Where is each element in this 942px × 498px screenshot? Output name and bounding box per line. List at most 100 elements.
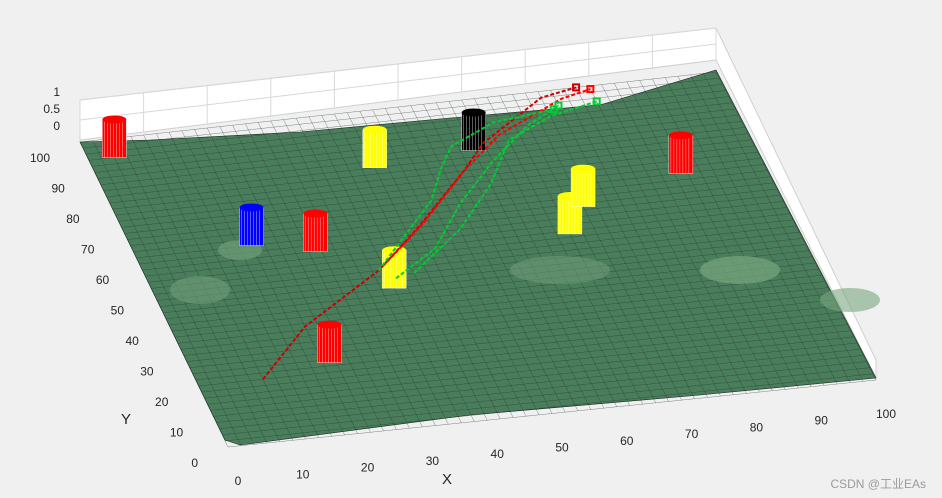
z-tick-label: 0	[53, 119, 60, 133]
obstacle-cylinder	[668, 131, 694, 174]
mesh-line	[109, 133, 749, 204]
cylinder-body	[239, 207, 264, 246]
mesh-line	[410, 105, 566, 413]
x-axis-label: X	[442, 471, 452, 488]
z-tick-label: 0.5	[43, 102, 60, 116]
obstacles	[102, 108, 694, 363]
path-end-marker	[592, 97, 601, 106]
x-tick-label: 50	[555, 441, 569, 455]
cylinder-body	[362, 129, 387, 168]
cylinder-top	[362, 125, 387, 134]
y-tick-label: 30	[140, 365, 154, 379]
mesh-line	[499, 95, 656, 403]
mesh-line	[94, 102, 733, 173]
y-tick-label: 10	[170, 426, 184, 440]
mesh-line	[127, 170, 768, 240]
obstacle-cylinder	[557, 191, 583, 235]
mesh-line	[115, 145, 755, 216]
y-tick-label: 0	[191, 456, 198, 470]
y-tick-label: 80	[66, 212, 80, 226]
obstacle-cylinder	[461, 108, 486, 151]
wall-grid	[79, 27, 717, 140]
obstacle-cylinder	[382, 246, 407, 289]
x-tick-label: 40	[491, 447, 505, 461]
y-tick-label: 40	[125, 334, 139, 348]
mesh-line	[130, 176, 771, 246]
cylinder-body	[317, 324, 342, 363]
mesh-line	[121, 158, 761, 228]
x-tick-label: 100	[876, 407, 896, 421]
obstacle-cylinder	[239, 203, 264, 246]
mesh-line	[106, 127, 745, 198]
y-axis-ticks: 0 10 20 30 40 50 60 70 80 90 100	[30, 151, 198, 470]
path-line	[395, 104, 560, 280]
path-line	[262, 86, 577, 380]
mesh-line	[690, 74, 851, 383]
mesh-line	[703, 73, 864, 382]
mesh-line	[151, 219, 793, 289]
y-tick-label: 60	[96, 273, 110, 287]
y-axis-label: Y	[121, 411, 131, 428]
obstacle-cylinder	[317, 320, 342, 363]
y-tick-label: 70	[81, 243, 95, 257]
cylinder-body	[303, 213, 328, 252]
mesh-line	[550, 90, 708, 398]
x-tick-label: 20	[361, 461, 375, 475]
mesh-line	[461, 99, 617, 407]
cylinder-top	[239, 203, 264, 212]
mesh-line	[79, 71, 717, 143]
mesh-line	[588, 85, 747, 394]
obstacle-cylinder	[570, 164, 596, 207]
mesh-line	[639, 80, 799, 389]
z-axis-ticks: 00.51	[43, 85, 60, 133]
path-line	[413, 100, 598, 274]
y-tick-label: 90	[51, 182, 65, 196]
cylinder-top	[571, 164, 596, 173]
obstacle-cylinder	[303, 209, 328, 252]
mesh-line	[148, 213, 790, 283]
mesh-line	[474, 98, 630, 406]
mesh-line	[677, 76, 838, 385]
cylinder-top	[461, 108, 486, 117]
mesh-line	[103, 121, 742, 191]
x-tick-label: 60	[620, 434, 634, 448]
mesh-line	[118, 151, 758, 222]
z-tick-label: 1	[53, 85, 60, 99]
mesh-line	[153, 225, 797, 295]
mesh-line	[715, 71, 877, 381]
path-end-marker	[554, 101, 563, 110]
path-end-marker	[586, 85, 595, 94]
paths	[262, 83, 601, 380]
mesh-line	[91, 96, 729, 167]
hill-highlight	[700, 256, 780, 284]
cylinder-body	[382, 250, 407, 289]
x-axis-ticks: 0 10 20 30 40 50 60 70 80 90 100	[235, 407, 897, 488]
mesh-line	[423, 104, 579, 411]
y-tick-label: 100	[30, 151, 50, 165]
cylinder-top	[102, 115, 127, 124]
mesh-line	[436, 102, 592, 410]
mesh-line	[537, 91, 695, 399]
mesh-line	[512, 94, 669, 402]
mesh-line	[124, 164, 765, 234]
mesh-line	[626, 81, 786, 390]
hill-highlight	[170, 276, 230, 304]
wall-gridline	[79, 27, 717, 101]
cylinder-top	[317, 320, 342, 329]
mesh-line	[145, 207, 787, 277]
obstacle-cylinder	[362, 125, 387, 168]
mesh-line	[601, 84, 760, 393]
mesh-line	[97, 108, 736, 179]
cylinder-body	[102, 119, 127, 158]
mesh-line	[85, 84, 723, 155]
cylinder-body	[570, 168, 596, 207]
hill-highlight	[820, 288, 880, 312]
path-line	[377, 108, 554, 272]
y-tick-label: 20	[155, 395, 169, 409]
mesh-line	[100, 114, 739, 185]
x-tick-label: 30	[426, 454, 440, 468]
wall-gridline	[79, 43, 717, 121]
path-end-marker	[572, 83, 581, 92]
mesh-line	[525, 92, 682, 401]
